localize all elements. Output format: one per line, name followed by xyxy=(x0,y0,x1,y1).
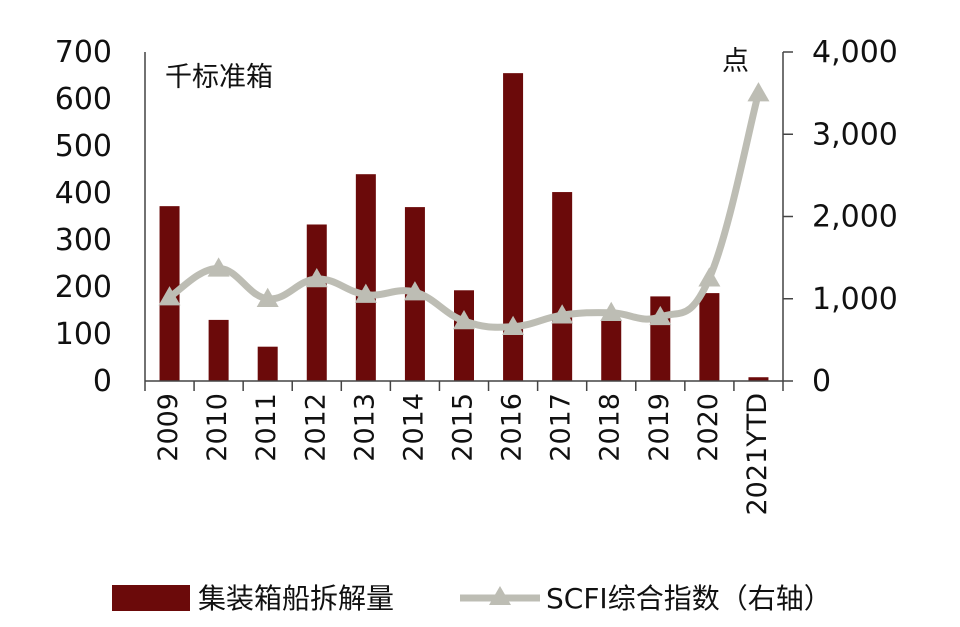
scfi-point-2012 xyxy=(305,268,328,288)
bar-2021YTD xyxy=(748,377,769,381)
x-tick-label-2015: 2015 xyxy=(448,393,479,462)
bar-2011 xyxy=(257,346,278,381)
left-tick-label: 300 xyxy=(55,223,112,258)
legend-line-label: SCFI综合指数（右轴） xyxy=(546,582,832,615)
x-tick-label-2017: 2017 xyxy=(546,393,577,462)
x-tick-label-2010: 2010 xyxy=(202,393,233,462)
scfi-point-2013 xyxy=(354,283,377,303)
x-tick-label-2018: 2018 xyxy=(595,393,626,462)
right-tick-label: 3,000 xyxy=(812,117,898,152)
x-tick-label-2016: 2016 xyxy=(497,393,528,462)
right-tick-label: 4,000 xyxy=(812,35,898,70)
x-tick-label-2011: 2011 xyxy=(251,393,282,462)
scfi-point-2020 xyxy=(698,267,721,287)
scfi-point-2011 xyxy=(256,287,279,307)
right-tick-label: 1,000 xyxy=(812,282,898,317)
bar-2012 xyxy=(306,224,327,381)
bar-2015 xyxy=(454,290,474,381)
scfi-point-2016 xyxy=(502,315,525,335)
legend-line-marker xyxy=(489,586,511,605)
scfi-point-2021YTD xyxy=(747,82,770,102)
bar-2016 xyxy=(503,73,524,382)
left-axis-unit: 千标准箱 xyxy=(165,62,273,93)
legend-bar-swatch xyxy=(112,585,190,611)
bar-2020 xyxy=(699,293,720,381)
right-tick-label: 0 xyxy=(812,364,831,399)
x-tick-label-2009: 2009 xyxy=(153,393,184,462)
left-tick-label: 100 xyxy=(55,317,112,352)
left-tick-label: 700 xyxy=(55,35,112,70)
left-tick-label: 200 xyxy=(55,270,112,305)
left-tick-label: 0 xyxy=(93,364,112,399)
line-series xyxy=(158,82,770,335)
bar-2010 xyxy=(208,319,229,381)
x-tick-label-2021YTD: 2021YTD xyxy=(742,393,773,516)
plot-area xyxy=(158,73,770,382)
left-tick-label: 500 xyxy=(55,129,112,164)
x-tick-label-2019: 2019 xyxy=(644,393,675,462)
scfi-point-2018 xyxy=(600,301,623,321)
right-axis-ticks: 0 1,000 2,000 3,000 4,000 xyxy=(783,35,898,399)
scfi-point-2019 xyxy=(649,305,672,326)
right-axis-unit: 点 xyxy=(722,46,749,77)
scfi-point-2015 xyxy=(453,309,475,330)
x-tick-label-2020: 2020 xyxy=(693,393,724,462)
bar-series xyxy=(159,73,769,382)
bar-2017 xyxy=(552,192,573,381)
bar-2018 xyxy=(601,319,622,381)
right-tick-label: 2,000 xyxy=(812,200,898,235)
x-axis-ticks: 2009 2010 2011 2012 2013 2014 2015 2016 2017 2018… xyxy=(144,381,784,516)
scfi-point-2009 xyxy=(158,286,181,306)
scfi-point-2010 xyxy=(207,257,230,277)
bar-2013 xyxy=(355,174,376,381)
axes: 0 100 200 300 400 500 600 700 0 1,000 2,000 3,000 4… xyxy=(55,35,898,516)
scfi-point-2014 xyxy=(403,281,426,301)
left-axis-ticks: 0 100 200 300 400 500 600 700 xyxy=(55,35,112,399)
x-tick-label-2014: 2014 xyxy=(398,393,429,462)
scfi-point-2017 xyxy=(551,304,574,324)
x-tick-label-2013: 2013 xyxy=(349,393,380,462)
left-tick-label: 400 xyxy=(55,176,112,211)
left-tick-label: 600 xyxy=(55,82,112,117)
legend: 集装箱船拆解量 SCFI综合指数（右轴） xyxy=(112,582,832,615)
x-tick-label-2012: 2012 xyxy=(300,393,331,462)
legend-bar-label: 集装箱船拆解量 xyxy=(198,582,394,615)
